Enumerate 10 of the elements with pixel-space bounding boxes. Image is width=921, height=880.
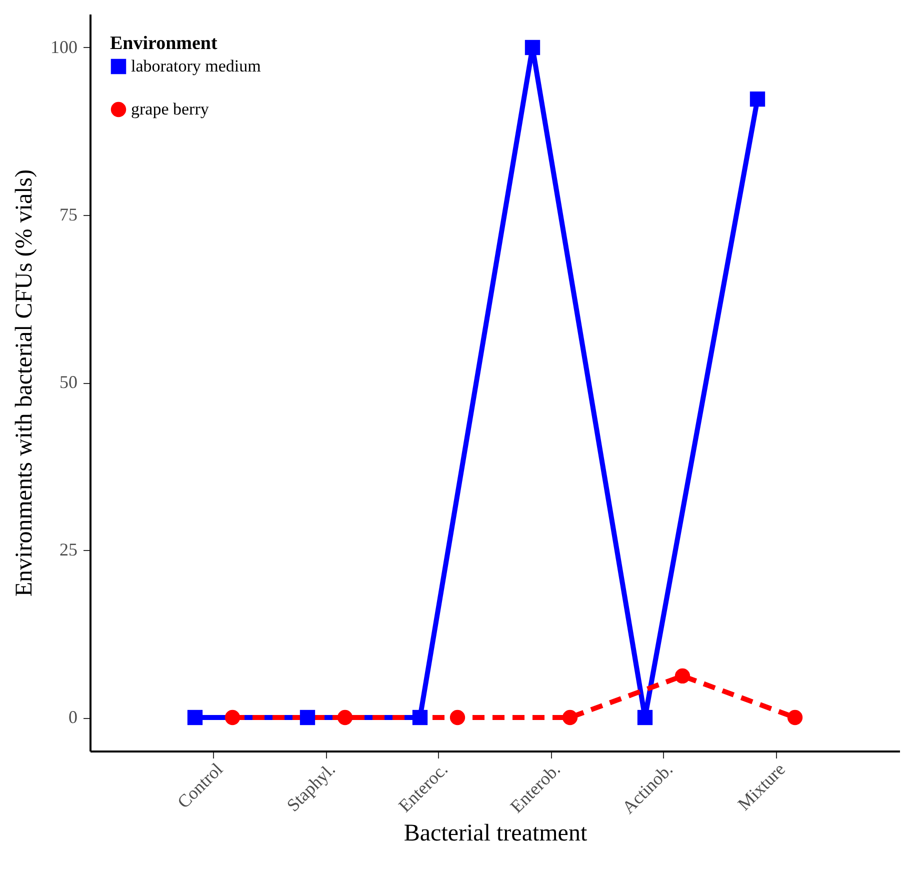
y-axis-title: Environments with bacterial CFUs (% vials) xyxy=(12,169,38,597)
y-tick-label: 75 xyxy=(60,204,78,224)
y-tick-label: 0 xyxy=(68,707,78,727)
x-axis-title: Bacterial treatment xyxy=(404,820,588,846)
legend-title: Environment xyxy=(110,33,218,54)
legend-label: grape berry xyxy=(131,100,210,118)
y-tick-label: 25 xyxy=(60,540,78,560)
y-tick-label: 100 xyxy=(50,37,78,57)
y-tick-label: 50 xyxy=(60,372,78,392)
legend-label: laboratory medium xyxy=(131,56,261,76)
